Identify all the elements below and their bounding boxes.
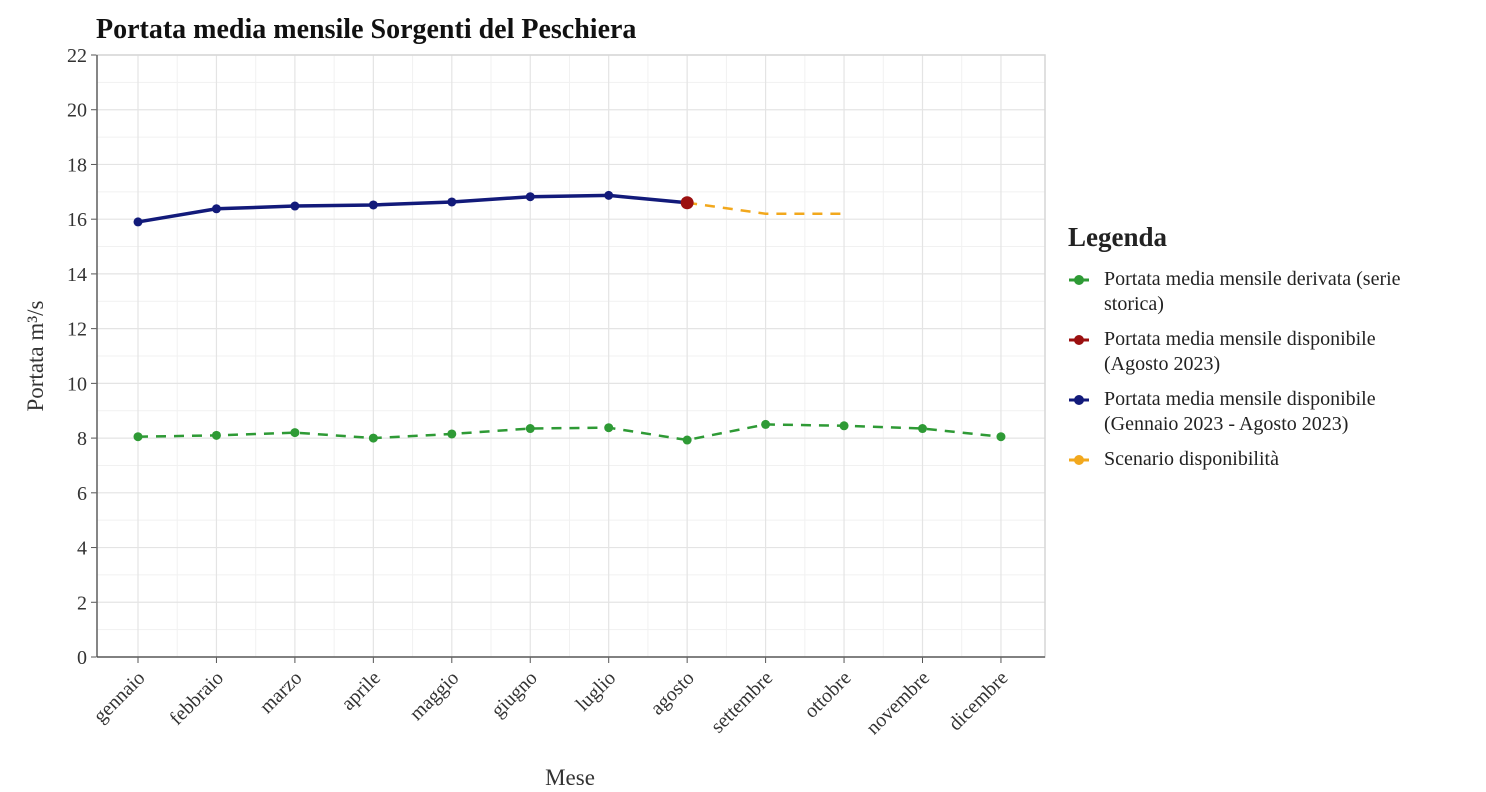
series-marker (604, 190, 614, 200)
y-tick-label: 10 (67, 373, 87, 395)
legend-item: Portata media mensile disponibile (Agost… (1068, 327, 1448, 377)
y-tick-label: 8 (77, 428, 87, 450)
y-tick-label: 2 (77, 592, 87, 614)
series-marker (133, 432, 143, 442)
legend-swatch (1069, 275, 1089, 285)
x-tick-label: aprile (337, 667, 385, 715)
series-marker (368, 200, 378, 210)
series-marker (133, 217, 143, 227)
x-axis-label: Mese (545, 765, 595, 790)
x-tick-label: marzo (256, 667, 307, 718)
x-tick-label: luglio (572, 667, 621, 716)
legend-swatch (1069, 335, 1089, 345)
y-tick-label: 12 (67, 319, 87, 341)
y-axis-label: Portata m³/s (23, 300, 48, 411)
legend-marker (1074, 455, 1084, 465)
series-line (686, 201, 845, 215)
series-line (137, 193, 688, 224)
series-marker (211, 204, 221, 214)
x-tick-label: giugno (487, 667, 542, 722)
series-marker (918, 424, 927, 434)
x-tick-label: novembre (862, 667, 934, 739)
series-marker (447, 197, 457, 207)
y-tick-label: 14 (67, 264, 87, 286)
legend-title: Legenda (1068, 222, 1168, 252)
series-marker (525, 192, 535, 202)
x-tick-label: dicembre (944, 667, 1012, 735)
legend-item: Scenario disponibilità (1068, 447, 1448, 472)
y-tick-label: 16 (67, 209, 87, 231)
chart-title: Portata media mensile Sorgenti del Pesch… (96, 14, 636, 45)
series-marker (447, 429, 457, 439)
legend-label: Portata media mensile disponibile (Genna… (1104, 388, 1376, 435)
x-tick-label: maggio (405, 667, 463, 725)
x-tick-label: gennaio (89, 667, 149, 727)
y-tick-label: 22 (67, 45, 87, 67)
legend-item: Portata media mensile derivata (serie st… (1068, 267, 1448, 317)
legend: Legenda Portata media mensile derivata (… (1068, 222, 1448, 482)
legend-label: Scenario disponibilità (1104, 448, 1279, 470)
legend-label: Portata media mensile disponibile (Agost… (1104, 328, 1376, 375)
legend-marker (1074, 275, 1084, 285)
y-tick-label: 18 (67, 154, 87, 176)
series-marker (290, 428, 300, 438)
x-tick-label: settembre (707, 667, 778, 738)
x-tick-label: agosto (646, 667, 698, 719)
x-tick-label: febbraio (165, 667, 228, 730)
series-marker (839, 421, 849, 431)
series-marker (680, 196, 694, 210)
y-tick-label: 20 (67, 100, 87, 122)
legend-swatch (1069, 455, 1089, 465)
series-marker (290, 201, 300, 211)
legend-swatch (1069, 395, 1089, 405)
legend-item: Portata media mensile disponibile (Genna… (1068, 387, 1448, 437)
series-marker (525, 424, 535, 434)
series-marker (211, 430, 221, 440)
series-marker (682, 435, 692, 445)
y-tick-label: 6 (77, 483, 87, 505)
series-marker (604, 423, 614, 433)
series-marker (996, 432, 1006, 442)
legend-marker (1074, 335, 1084, 345)
y-tick-label: 4 (77, 538, 87, 560)
series-line (137, 423, 1002, 442)
y-tick-label: 0 (77, 647, 87, 669)
legend-marker (1074, 395, 1084, 405)
legend-label: Portata media mensile derivata (serie st… (1104, 268, 1401, 315)
series-marker (761, 419, 771, 429)
series-marker (368, 433, 378, 443)
x-tick-label: ottobre (800, 667, 856, 723)
